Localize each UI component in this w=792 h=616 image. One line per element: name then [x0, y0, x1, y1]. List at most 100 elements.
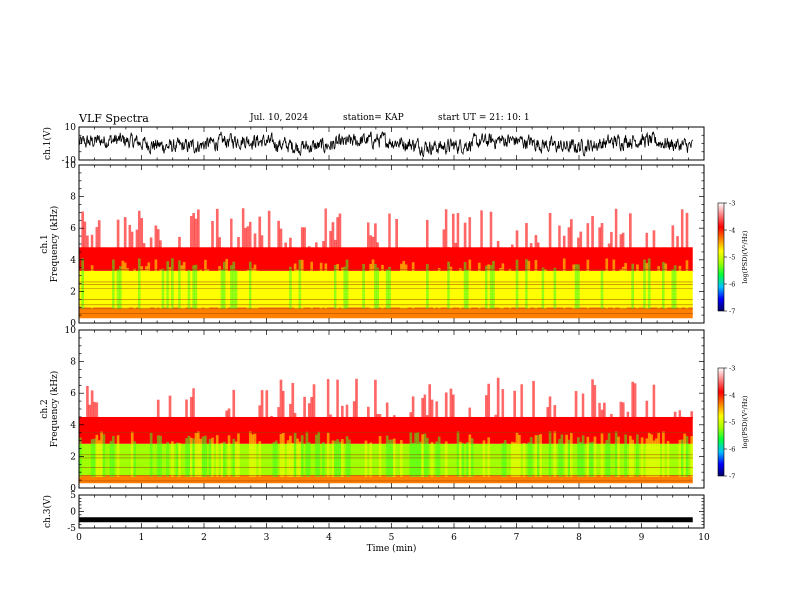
spectrogram-streak [378, 165, 382, 248]
spectrogram-streak [90, 234, 94, 250]
spectrogram-streak [409, 412, 413, 419]
spectrogram-streak [388, 165, 391, 248]
spectrogram-streak [140, 218, 144, 250]
spectrogram-streak [487, 165, 491, 248]
spectrogram-streak [570, 219, 573, 250]
spectrogram-streak [218, 237, 221, 250]
spectrogram-streak [350, 330, 354, 417]
spectrogram-streak [189, 396, 193, 419]
spectrogram-streak [185, 438, 188, 477]
y-tick-label: 0 [70, 508, 76, 518]
spectrogram-streak [135, 165, 139, 248]
spectrogram-streak [534, 435, 538, 477]
spectrogram-streak [109, 440, 113, 477]
spectrogram-streak [123, 330, 127, 417]
spectrogram-streak [300, 330, 304, 417]
spectrogram-streak [345, 330, 349, 417]
spectrogram-streak [277, 220, 280, 250]
spectrogram-streak [147, 262, 151, 309]
spectrogram-streak [307, 442, 311, 477]
spectrogram-streak [503, 330, 507, 417]
spectrogram-streak [447, 261, 450, 309]
spectrogram-streak [690, 436, 694, 477]
spectrogram-streak [437, 436, 441, 477]
spectrogram-streak [232, 330, 236, 417]
spectrogram-streak [258, 216, 262, 250]
spectrogram-streak [496, 165, 500, 248]
spectrogram-streak [395, 218, 398, 250]
spectrogram-streak [279, 379, 283, 419]
spectrogram-streak [371, 330, 375, 417]
spectrogram-streak [312, 384, 316, 419]
spectrogram-streak [86, 386, 89, 419]
spectrogram-streak [246, 226, 250, 250]
spectrogram-streak [369, 263, 373, 309]
spectrogram-streak [600, 330, 604, 417]
spectrogram-streak [324, 330, 328, 417]
spectrogram-streak [645, 165, 649, 248]
spectrogram-streak [142, 330, 146, 417]
spectrogram-streak [135, 330, 139, 417]
spectrogram-streak [296, 330, 299, 417]
spectrogram-streak [510, 441, 514, 477]
spectrogram-streak [404, 264, 408, 309]
spectrogram-streak [374, 379, 377, 419]
spectrogram-band [79, 307, 693, 319]
spectrogram-streak [454, 242, 457, 250]
spectrogram-streak [322, 241, 325, 250]
spectrogram-streak [291, 443, 295, 477]
colorbar-tick-label: -6 [729, 446, 735, 454]
spectrogram-streak [501, 389, 505, 419]
spectrogram-streak [565, 165, 568, 248]
ch1-spectrogram-panel: 0 2 4 6 8 10 ch.1 Frequency (kHz) -3 -4 -5 -6 -7 log(… [40, 161, 749, 329]
spectrogram-streak [263, 165, 266, 248]
spectrogram-streak [192, 213, 195, 250]
spectrogram-streak [336, 379, 339, 419]
spectrogram-streak [624, 262, 627, 309]
spectrogram-streak [421, 434, 424, 477]
spectrogram-streak [447, 165, 450, 248]
spectrogram-streak [270, 415, 273, 419]
y-tick-label: 10 [65, 326, 77, 336]
spectrogram-streak [310, 165, 313, 248]
spectrogram-streak [510, 165, 514, 248]
spectrogram-streak [411, 165, 415, 248]
spectrogram-streak [317, 330, 321, 417]
spectrogram-streak [506, 165, 509, 248]
x-axis-label: Time (min) [367, 543, 417, 554]
spectrogram-streak [317, 431, 321, 477]
spectrogram-streak [104, 330, 108, 417]
spectrogram-streak [246, 269, 250, 309]
spectrogram-streak [189, 330, 193, 417]
spectrogram-streak [676, 236, 679, 250]
spectrogram-streak [244, 165, 247, 248]
spectrogram-streak [345, 165, 349, 248]
spectrogram-streak [470, 438, 474, 477]
spectrogram-streak [178, 236, 181, 250]
spectrogram-streak [515, 230, 519, 250]
spectrogram-streak [588, 442, 592, 477]
spectrogram-streak [456, 213, 460, 250]
spectrogram-streak [307, 403, 311, 419]
spectrogram-streak [343, 266, 347, 309]
spectrogram-streak [404, 165, 408, 248]
spectrogram-streak [206, 268, 210, 309]
colorbar-label: log(PSD)(V²/Hz) [741, 230, 749, 283]
spectrogram-streak [640, 165, 644, 248]
spectrogram-streak [579, 442, 583, 477]
spectrogram-band [79, 483, 693, 488]
spectrogram-streak [414, 330, 417, 417]
spectrogram-streak [485, 165, 488, 248]
spectrogram-streak [220, 442, 224, 477]
spectrogram-streak [650, 165, 653, 248]
spectrogram-streak [142, 270, 146, 309]
spectrogram-streak [525, 259, 528, 309]
spectrogram-streak [489, 265, 493, 309]
spectrogram-streak [633, 165, 637, 248]
spectrogram-streak [161, 165, 165, 248]
spectrogram-streak [503, 440, 507, 477]
spectrogram-streak [366, 165, 370, 248]
spectrogram-streak [619, 330, 623, 417]
spectrogram-streak [142, 243, 146, 250]
spectrogram-streak [152, 330, 155, 417]
